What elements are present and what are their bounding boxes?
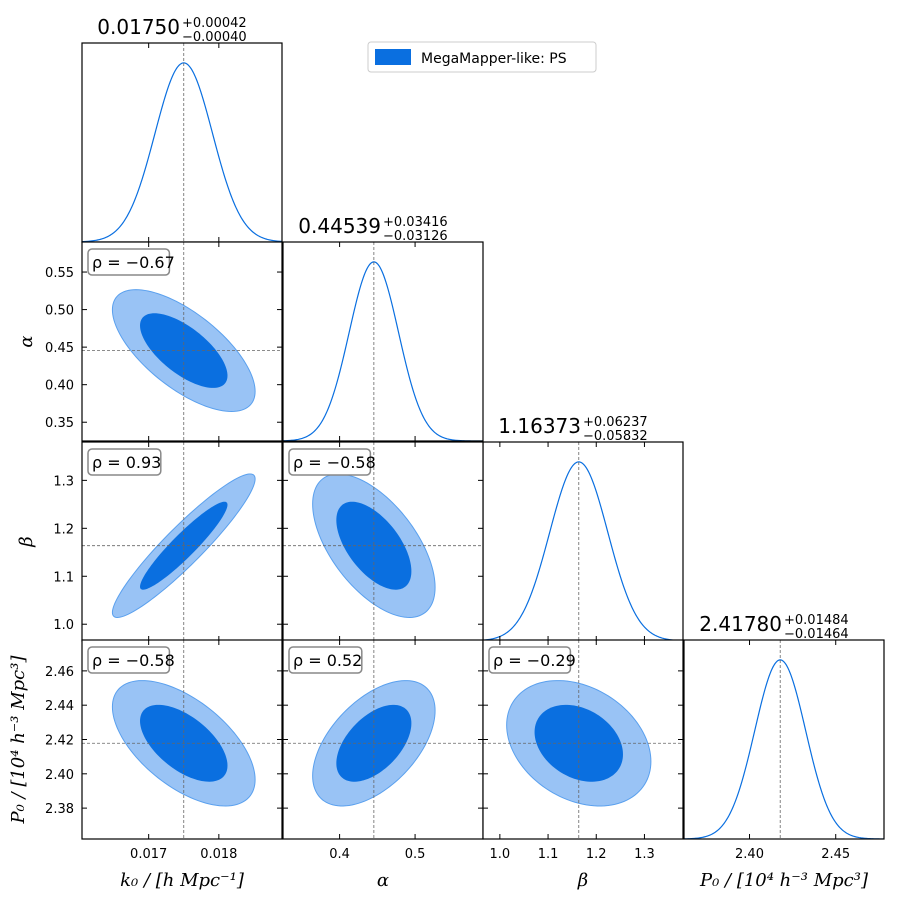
- title-plus-alpha: +0.03416: [383, 215, 448, 230]
- title-value-k0: 0.01750: [97, 15, 180, 39]
- correlation-label: ρ = −0.58: [293, 453, 376, 472]
- legend-box: [367, 41, 597, 73]
- x-axis-label-P0: P₀ / [10⁴ h⁻³ Mpc³]: [699, 870, 869, 891]
- correlation-label: ρ = 0.52: [293, 651, 362, 670]
- panel-bg: [483, 442, 683, 641]
- x-tick-label-beta: 1.0: [490, 847, 511, 862]
- y-axis-label-alpha: α: [16, 335, 37, 347]
- x-tick-label-P0: 2.45: [821, 847, 850, 862]
- panel-frame: [683, 639, 885, 840]
- title-value-P0: 2.41780: [699, 612, 782, 636]
- contour-panel-beta-alpha: ρ = −0.58: [282, 441, 484, 642]
- x-tick-label-P0: 2.40: [735, 847, 764, 862]
- legend-swatch: [375, 49, 411, 65]
- x-axis-label-k0: k₀ / [h Mpc⁻¹]: [120, 870, 245, 891]
- y-axis-label-P0: P₀ / [10⁴ h⁻³ Mpc³]: [8, 655, 29, 825]
- y-tick-label-P0: 2.46: [45, 665, 74, 680]
- correlation-box: [87, 448, 162, 476]
- posterior-curve-k0: [81, 62, 283, 243]
- x-tick-label-alpha: 0.5: [405, 847, 426, 862]
- y-tick-label-alpha: 0.50: [45, 304, 74, 319]
- panel-bg: [684, 640, 884, 839]
- y-tick-label-alpha: 0.45: [45, 341, 74, 356]
- y-tick-label-beta: 1.2: [53, 522, 74, 537]
- posterior-curve-alpha: [282, 261, 483, 442]
- x-axis-label-alpha: α: [377, 870, 389, 891]
- correlation-label: ρ = −0.58: [92, 651, 175, 670]
- posterior-curve-beta: [482, 461, 684, 642]
- contour-panel-alpha-k0: ρ = −0.67: [81, 241, 283, 442]
- correlation-box: [87, 248, 171, 276]
- x-tick-label-k0: 0.017: [130, 847, 167, 862]
- contour-panel-beta-k0: ρ = 0.93: [81, 441, 283, 642]
- title-minus-beta: −0.05832: [583, 429, 648, 444]
- correlation-label: ρ = 0.93: [92, 453, 161, 472]
- correlation-box: [488, 646, 572, 674]
- title-value-beta: 1.16373: [498, 414, 581, 438]
- x-tick-label-alpha: 0.4: [329, 847, 350, 862]
- contour-panel-P0-beta: ρ = −0.29: [482, 639, 684, 840]
- y-tick-label-P0: 2.40: [45, 768, 74, 783]
- diag-panel-beta: 1.16373 +0.06237−0.05832: [482, 414, 684, 642]
- posterior-curve-P0: [683, 659, 885, 840]
- x-tick-label-k0: 0.018: [200, 847, 237, 862]
- y-tick-label-beta: 1.1: [53, 570, 74, 585]
- title-value-alpha: 0.44539: [298, 214, 381, 238]
- panel-bg: [82, 43, 282, 242]
- legend: MegaMapper-like: PS: [367, 41, 597, 73]
- legend-label: MegaMapper-like: PS: [421, 51, 567, 67]
- correlation-box: [87, 646, 171, 674]
- title-minus-alpha: −0.03126: [383, 229, 448, 244]
- correlation-box: [288, 448, 372, 476]
- x-tick-label-beta: 1.1: [538, 847, 559, 862]
- y-tick-label-alpha: 0.55: [45, 266, 74, 281]
- x-axis-label-beta: β: [577, 870, 588, 891]
- y-tick-label-alpha: 0.40: [45, 379, 74, 394]
- correlation-label: ρ = −0.29: [493, 651, 576, 670]
- title-plus-k0: +0.00042: [182, 16, 247, 31]
- panel-frame: [81, 241, 283, 442]
- title-minus-P0: −0.01464: [784, 627, 849, 642]
- diag-panel-alpha: 0.44539 +0.03416−0.03126: [282, 214, 484, 442]
- title-plus-beta: +0.06237: [583, 415, 648, 430]
- diag-panel-k0: 0.01750 +0.00042−0.00040: [81, 15, 283, 243]
- diag-panel-P0: 2.41780 +0.01484−0.01464: [683, 612, 885, 840]
- panel-frame: [282, 241, 484, 442]
- y-tick-label-beta: 1.3: [53, 474, 74, 489]
- panel-bg: [283, 242, 483, 441]
- x-tick-label-beta: 1.3: [634, 847, 655, 862]
- contour-panel-P0-alpha: ρ = 0.52: [282, 639, 484, 840]
- x-tick-label-beta: 1.2: [586, 847, 607, 862]
- y-tick-label-alpha: 0.35: [45, 416, 74, 431]
- y-axis-label-beta: β: [16, 536, 37, 547]
- correlation-box: [288, 646, 363, 674]
- y-tick-label-beta: 1.0: [53, 618, 74, 633]
- contour-panel-P0-k0: ρ = −0.58: [81, 639, 283, 840]
- title-minus-k0: −0.00040: [182, 30, 247, 45]
- correlation-label: ρ = −0.67: [92, 253, 175, 272]
- title-plus-P0: +0.01484: [784, 613, 849, 628]
- y-tick-label-P0: 2.38: [45, 802, 74, 817]
- y-tick-label-P0: 2.42: [45, 734, 74, 749]
- y-tick-label-P0: 2.44: [45, 699, 74, 714]
